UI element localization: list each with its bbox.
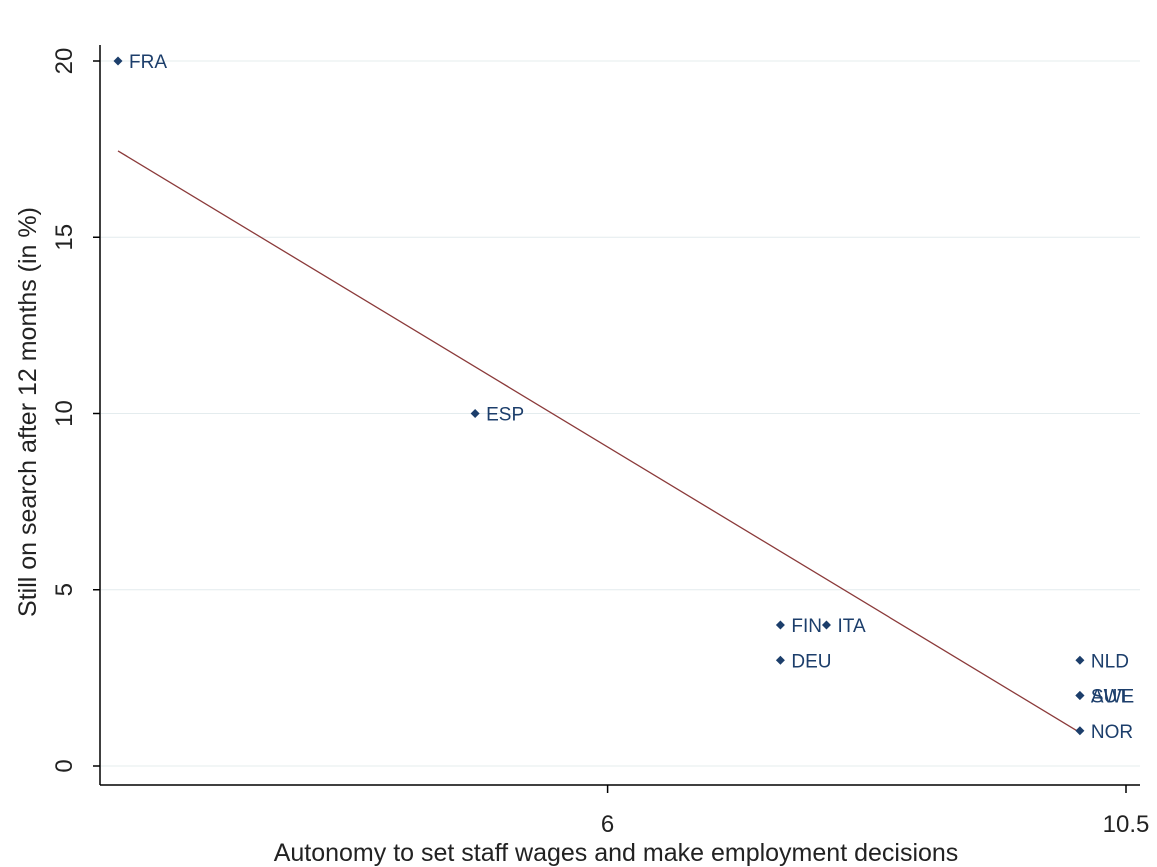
x-tick-label: 6 [601,811,614,838]
y-tick-label: 15 [51,224,78,251]
gridlines [101,60,1140,767]
y-tick-label: 20 [51,48,78,75]
x-axis-title: Autonomy to set staff wages and make emp… [274,839,959,867]
chart-text: 0 5 10 15 20 6 10.5 Autonomy to set staff wages… [14,48,1149,867]
point-label-deu: DEU [791,651,831,672]
point-ita [821,620,831,630]
point-label-nld: NLD [1091,651,1129,672]
y-tick-label: 0 [51,759,78,772]
x-tick-label: 10.5 [1103,811,1150,838]
point-nld [1075,655,1085,665]
point-esp [470,409,480,418]
point-label-aut: AUT [1091,687,1129,708]
point-deu [775,655,785,665]
axes [93,45,1140,793]
point-label-fin: FIN [791,616,822,637]
point-label-fra: FRA [129,52,167,73]
y-axis-title: Still on search after 12 months (in %) [14,207,42,617]
point-aut [1075,691,1085,700]
point-label-esp: ESP [486,405,524,426]
data-points [113,56,1085,736]
point-nor [1075,726,1085,736]
y-tick-label: 10 [51,400,78,427]
point-fra [113,56,123,66]
y-tick-label: 5 [51,583,78,596]
point-label-ita: ITA [837,616,865,637]
point-label-swe: SWE [1091,687,1134,708]
point-fin [775,620,785,630]
point-label-nor: NOR [1091,722,1133,743]
fitted-line [117,150,1081,734]
fit-line-layer [117,150,1081,734]
